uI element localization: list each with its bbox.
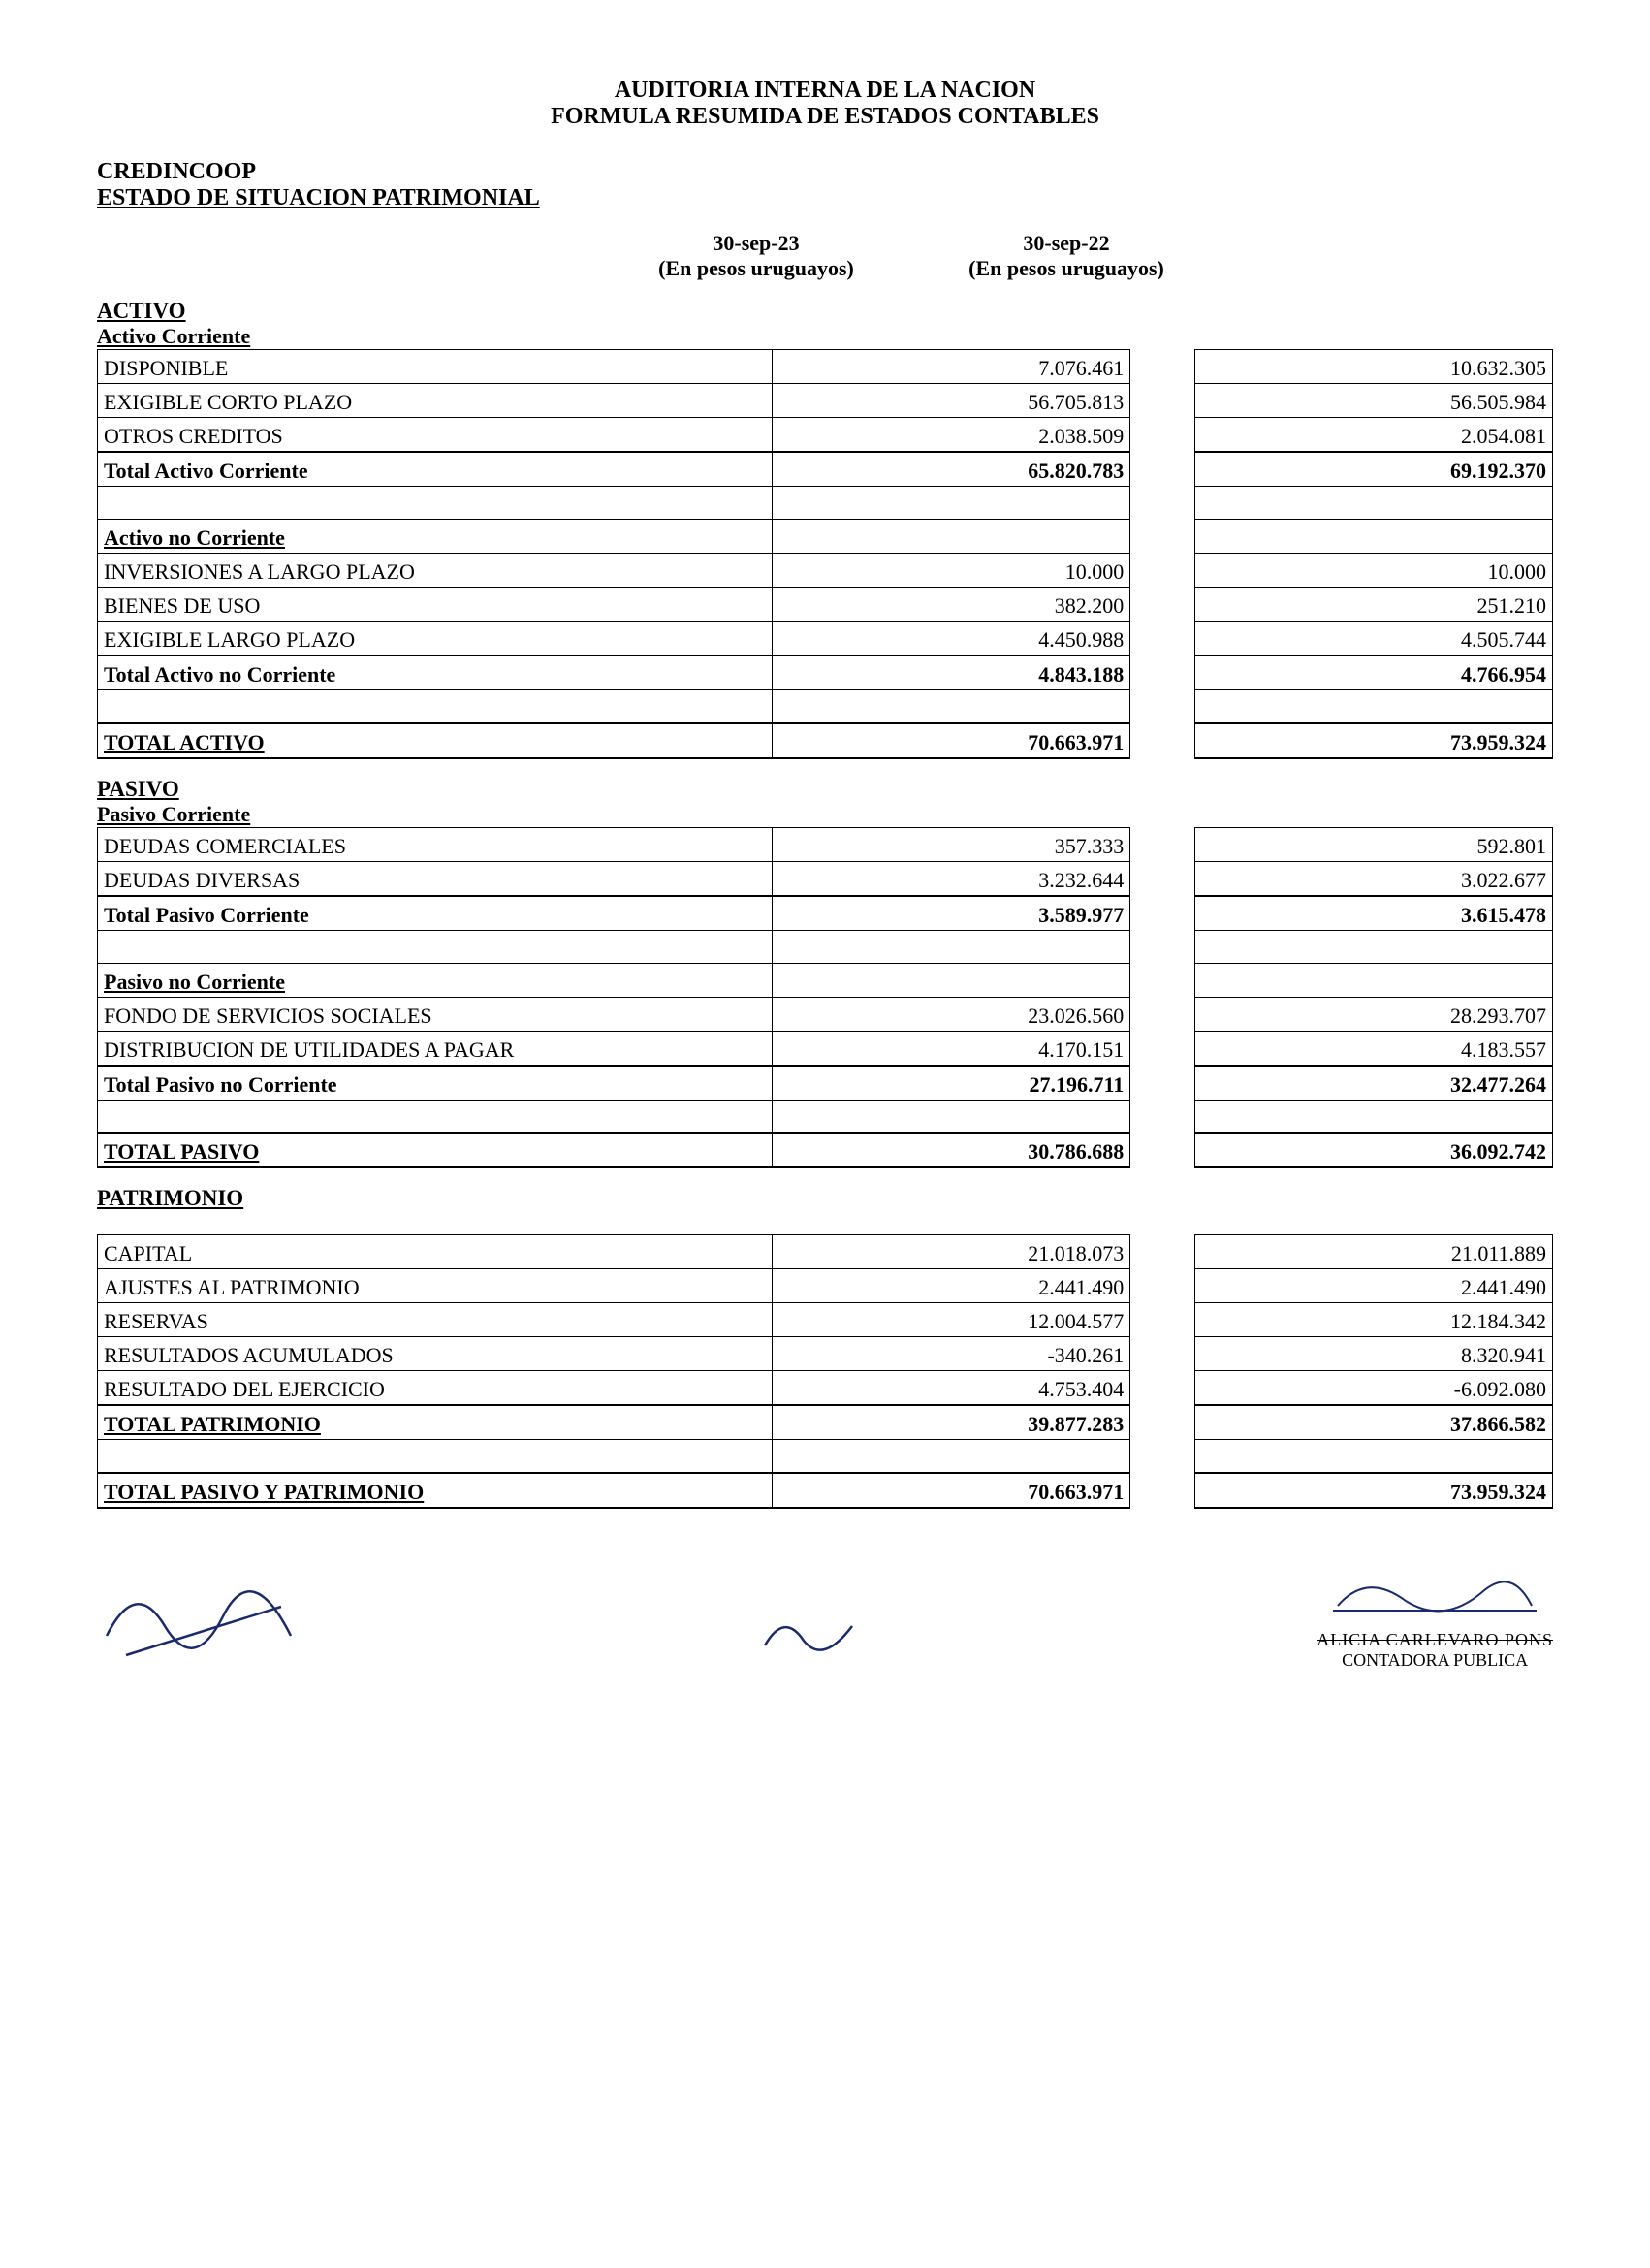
header-line-1: AUDITORIA INTERNA DE LA NACION — [97, 78, 1553, 104]
period1-unit: (En pesos uruguayos) — [620, 256, 892, 281]
row-label: DEUDAS COMERCIALES — [98, 827, 773, 861]
document-header: AUDITORIA INTERNA DE LA NACION FORMULA R… — [97, 78, 1553, 130]
signature-scribble-icon — [97, 1568, 310, 1665]
row-value-1: 10.000 — [773, 554, 1130, 588]
row-value-2: 4.183.557 — [1195, 1031, 1553, 1066]
row-value-2: 21.011.889 — [1195, 1235, 1553, 1269]
activo-title: ACTIVO — [97, 299, 1553, 324]
patrimonio-table: CAPITAL21.018.073 21.011.889 AJUSTES AL PA… — [97, 1234, 1553, 1509]
period2-unit: (En pesos uruguayos) — [931, 256, 1202, 281]
row-value-2: 3.022.677 — [1195, 861, 1553, 896]
row-label: FONDO DE SERVICIOS SOCIALES — [98, 997, 773, 1031]
row-value-1: 21.018.073 — [773, 1235, 1130, 1269]
row-value-1: 4.753.404 — [773, 1371, 1130, 1406]
row-value-1: 357.333 — [773, 827, 1130, 861]
row-label: CAPITAL — [98, 1235, 773, 1269]
total-patrimonio: TOTAL PATRIMONIO 39.877.283 37.866.582 — [98, 1405, 1553, 1440]
column-headers: 30-sep-23 (En pesos uruguayos) 30-sep-22… — [97, 231, 1553, 281]
table-row: OTROS CREDITOS2.038.509 2.054.081 — [98, 418, 1553, 453]
row-value-2: 12.184.342 — [1195, 1303, 1553, 1337]
accountant-name: ALICIA CARLEVARO PONS — [1317, 1630, 1553, 1650]
table-row: DEUDAS COMERCIALES357.333 592.801 — [98, 827, 1553, 861]
table-row: CAPITAL21.018.073 21.011.889 — [98, 1235, 1553, 1269]
accountant-title: CONTADORA PUBLICA — [1317, 1650, 1553, 1671]
row-value-1: 23.026.560 — [773, 997, 1130, 1031]
entity-name: CREDINCOOP — [97, 159, 1553, 185]
row-label: DISTRIBUCION DE UTILIDADES A PAGAR — [98, 1031, 773, 1066]
row-value-2: 10.632.305 — [1195, 350, 1553, 384]
total-pasivo-patrimonio: TOTAL PASIVO Y PATRIMONIO 70.663.971 73.… — [98, 1473, 1553, 1508]
total-activo: TOTAL ACTIVO 70.663.971 73.959.324 — [98, 723, 1553, 758]
row-value-2: 2.054.081 — [1195, 418, 1553, 453]
statement-title: ESTADO DE SITUACION PATRIMONIAL — [97, 185, 1553, 211]
initials-scribble-icon — [755, 1607, 872, 1665]
pasivo-title: PASIVO — [97, 777, 1553, 802]
table-row: RESULTADOS ACUMULADOS-340.261 8.320.941 — [98, 1337, 1553, 1371]
row-value-1: 4.170.151 — [773, 1031, 1130, 1066]
row-value-2: 251.210 — [1195, 588, 1553, 622]
table-row: FONDO DE SERVICIOS SOCIALES23.026.560 28.… — [98, 997, 1553, 1031]
row-label: RESULTADO DEL EJERCICIO — [98, 1371, 773, 1406]
row-value-2: 10.000 — [1195, 554, 1553, 588]
row-value-2: 592.801 — [1195, 827, 1553, 861]
row-label: EXIGIBLE CORTO PLAZO — [98, 384, 773, 418]
activo-no-corriente-title-row: Activo no Corriente — [98, 520, 1553, 554]
signature-area: ALICIA CARLEVARO PONS CONTADORA PUBLICA — [97, 1567, 1553, 1671]
row-label: EXIGIBLE LARGO PLAZO — [98, 622, 773, 656]
row-value-2: 28.293.707 — [1195, 997, 1553, 1031]
row-value-2: 2.441.490 — [1195, 1269, 1553, 1303]
row-label: AJUSTES AL PATRIMONIO — [98, 1269, 773, 1303]
row-label: INVERSIONES A LARGO PLAZO — [98, 554, 773, 588]
signature-right: ALICIA CARLEVARO PONS CONTADORA PUBLICA — [1317, 1567, 1553, 1671]
signature-left — [97, 1568, 310, 1671]
table-row: AJUSTES AL PATRIMONIO2.441.4902.441.490 — [98, 1269, 1553, 1303]
row-value-1: 56.705.813 — [773, 384, 1130, 418]
total-pasivo: TOTAL PASIVO 30.786.688 36.092.742 — [98, 1133, 1553, 1167]
total-pasivo-no-corriente: Total Pasivo no Corriente 27.196.711 32.… — [98, 1066, 1553, 1101]
table-row: DEUDAS DIVERSAS3.232.644 3.022.677 — [98, 861, 1553, 896]
row-value-2: 4.505.744 — [1195, 622, 1553, 656]
total-pasivo-corriente: Total Pasivo Corriente 3.589.977 3.615.4… — [98, 896, 1553, 931]
row-value-1: 2.038.509 — [773, 418, 1130, 453]
period2-date: 30-sep-22 — [931, 231, 1202, 256]
row-value-1: 12.004.577 — [773, 1303, 1130, 1337]
pasivo-no-corriente-title-row: Pasivo no Corriente — [98, 963, 1553, 997]
row-label: RESULTADOS ACUMULADOS — [98, 1337, 773, 1371]
header-line-2: FORMULA RESUMIDA DE ESTADOS CONTABLES — [97, 104, 1553, 130]
patrimonio-title: PATRIMONIO — [97, 1186, 1553, 1211]
row-label: OTROS CREDITOS — [98, 418, 773, 453]
row-value-1: 7.076.461 — [773, 350, 1130, 384]
pasivo-table: DEUDAS COMERCIALES357.333592.801DEUDAS D… — [97, 827, 1553, 1169]
row-value-1: -340.261 — [773, 1337, 1130, 1371]
row-label: DEUDAS DIVERSAS — [98, 861, 773, 896]
row-value-1: 3.232.644 — [773, 861, 1130, 896]
row-value-2: 56.505.984 — [1195, 384, 1553, 418]
activo-corriente-title: Activo Corriente — [97, 324, 1553, 349]
table-row: BIENES DE USO382.200 251.210 — [98, 588, 1553, 622]
total-activo-no-corriente: Total Activo no Corriente 4.843.188 4.76… — [98, 655, 1553, 690]
table-row: EXIGIBLE CORTO PLAZO56.705.813 56.505.984 — [98, 384, 1553, 418]
table-row: RESULTADO DEL EJERCICIO4.753.404 -6.092.0… — [98, 1371, 1553, 1406]
table-row: INVERSIONES A LARGO PLAZO10.00010.000 — [98, 554, 1553, 588]
row-value-1: 382.200 — [773, 588, 1130, 622]
signature-right-scribble-icon — [1328, 1567, 1541, 1625]
table-row: DISPONIBLE7.076.461 10.632.305 — [98, 350, 1553, 384]
row-value-1: 4.450.988 — [773, 622, 1130, 656]
table-row: RESERVAS12.004.577 12.184.342 — [98, 1303, 1553, 1337]
row-value-2: -6.092.080 — [1195, 1371, 1553, 1406]
row-label: BIENES DE USO — [98, 588, 773, 622]
table-row: EXIGIBLE LARGO PLAZO4.450.988 4.505.744 — [98, 622, 1553, 656]
period1-date: 30-sep-23 — [620, 231, 892, 256]
row-label: RESERVAS — [98, 1303, 773, 1337]
table-row: DISTRIBUCION DE UTILIDADES A PAGAR4.170.… — [98, 1031, 1553, 1066]
row-value-2: 8.320.941 — [1195, 1337, 1553, 1371]
row-value-1: 2.441.490 — [773, 1269, 1130, 1303]
row-label: DISPONIBLE — [98, 350, 773, 384]
activo-table: DISPONIBLE7.076.46110.632.305EXIGIBLE CO… — [97, 349, 1553, 759]
signature-middle — [755, 1607, 872, 1671]
total-activo-corriente: Total Activo Corriente 65.820.783 69.192… — [98, 452, 1553, 487]
pasivo-corriente-title: Pasivo Corriente — [97, 802, 1553, 827]
